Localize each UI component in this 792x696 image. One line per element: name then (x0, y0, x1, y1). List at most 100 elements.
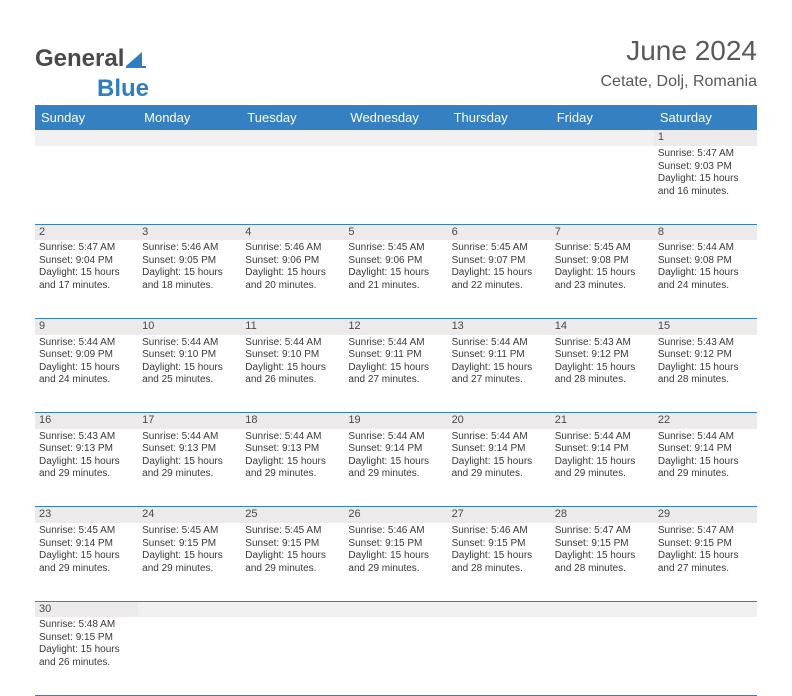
day-cell: Sunrise: 5:47 AMSunset: 9:15 PMDaylight:… (551, 523, 654, 601)
sunrise-line: Sunrise: 5:47 AM (658, 525, 753, 538)
sunrise-line: Sunrise: 5:45 AM (142, 525, 237, 538)
sunset-line: Sunset: 9:15 PM (39, 632, 134, 645)
daynum-row: 2345678 (35, 224, 757, 240)
day-cell: Sunrise: 5:45 AMSunset: 9:07 PMDaylight:… (448, 240, 551, 318)
calendar-header-row: SundayMondayTuesdayWednesdayThursdayFrid… (35, 105, 757, 130)
empty-cell (448, 617, 551, 695)
day-number: 14 (551, 318, 654, 334)
day-cell: Sunrise: 5:44 AMSunset: 9:10 PMDaylight:… (138, 335, 241, 413)
day-cell: Sunrise: 5:45 AMSunset: 9:15 PMDaylight:… (138, 523, 241, 601)
sunrise-line: Sunrise: 5:44 AM (245, 337, 340, 350)
daylight-line: Daylight: 15 hoursand 22 minutes. (452, 267, 547, 292)
sunset-line: Sunset: 9:15 PM (245, 538, 340, 551)
sunset-line: Sunset: 9:06 PM (348, 255, 443, 268)
day-cell: Sunrise: 5:46 AMSunset: 9:15 PMDaylight:… (448, 523, 551, 601)
logo: General Blue (35, 45, 149, 103)
sunrise-line: Sunrise: 5:44 AM (142, 431, 237, 444)
empty-cell (344, 146, 447, 224)
daylight-line: Daylight: 15 hoursand 21 minutes. (348, 267, 443, 292)
daylight-line: Daylight: 15 hoursand 26 minutes. (39, 644, 134, 669)
sunset-line: Sunset: 9:11 PM (452, 349, 547, 362)
day-cell: Sunrise: 5:45 AMSunset: 9:15 PMDaylight:… (241, 523, 344, 601)
day-cell: Sunrise: 5:44 AMSunset: 9:14 PMDaylight:… (344, 429, 447, 507)
daynum-row: 23242526272829 (35, 507, 757, 523)
day-cell: Sunrise: 5:46 AMSunset: 9:15 PMDaylight:… (344, 523, 447, 601)
week-row: Sunrise: 5:45 AMSunset: 9:14 PMDaylight:… (35, 523, 757, 601)
daylight-line: Daylight: 15 hoursand 27 minutes. (452, 362, 547, 387)
day-number: 30 (35, 601, 138, 617)
empty-daynum (138, 130, 241, 146)
sunset-line: Sunset: 9:10 PM (245, 349, 340, 362)
sunrise-line: Sunrise: 5:43 AM (39, 431, 134, 444)
day-number: 11 (241, 318, 344, 334)
day-number: 25 (241, 507, 344, 523)
daynum-row: 1 (35, 130, 757, 146)
day-number: 29 (654, 507, 757, 523)
header-right: June 2024 Cetate, Dolj, Romania (600, 35, 757, 91)
day-number: 19 (344, 413, 447, 429)
day-cell: Sunrise: 5:43 AMSunset: 9:13 PMDaylight:… (35, 429, 138, 507)
day-cell: Sunrise: 5:44 AMSunset: 9:10 PMDaylight:… (241, 335, 344, 413)
empty-daynum (241, 130, 344, 146)
day-number: 27 (448, 507, 551, 523)
daylight-line: Daylight: 15 hoursand 18 minutes. (142, 267, 237, 292)
day-cell: Sunrise: 5:43 AMSunset: 9:12 PMDaylight:… (551, 335, 654, 413)
sunrise-line: Sunrise: 5:44 AM (142, 337, 237, 350)
calendar-header-cell: Saturday (654, 105, 757, 130)
day-cell: Sunrise: 5:45 AMSunset: 9:08 PMDaylight:… (551, 240, 654, 318)
day-number: 28 (551, 507, 654, 523)
sunset-line: Sunset: 9:15 PM (142, 538, 237, 551)
day-number: 9 (35, 318, 138, 334)
day-cell: Sunrise: 5:44 AMSunset: 9:08 PMDaylight:… (654, 240, 757, 318)
week-row: Sunrise: 5:43 AMSunset: 9:13 PMDaylight:… (35, 429, 757, 507)
sunrise-line: Sunrise: 5:44 AM (658, 242, 753, 255)
day-cell: Sunrise: 5:47 AMSunset: 9:15 PMDaylight:… (654, 523, 757, 601)
sunset-line: Sunset: 9:09 PM (39, 349, 134, 362)
sunrise-line: Sunrise: 5:44 AM (348, 337, 443, 350)
sunrise-line: Sunrise: 5:48 AM (39, 619, 134, 632)
day-cell: Sunrise: 5:43 AMSunset: 9:12 PMDaylight:… (654, 335, 757, 413)
sunrise-line: Sunrise: 5:43 AM (658, 337, 753, 350)
day-number: 21 (551, 413, 654, 429)
daylight-line: Daylight: 15 hoursand 27 minutes. (348, 362, 443, 387)
empty-cell (35, 146, 138, 224)
empty-cell (241, 617, 344, 695)
empty-daynum (448, 601, 551, 617)
sunset-line: Sunset: 9:07 PM (452, 255, 547, 268)
daylight-line: Daylight: 15 hoursand 24 minutes. (39, 362, 134, 387)
sunrise-line: Sunrise: 5:47 AM (555, 525, 650, 538)
calendar-header-cell: Monday (138, 105, 241, 130)
day-number: 3 (138, 224, 241, 240)
sunrise-line: Sunrise: 5:46 AM (452, 525, 547, 538)
week-row: Sunrise: 5:48 AMSunset: 9:15 PMDaylight:… (35, 617, 757, 695)
empty-daynum (138, 601, 241, 617)
sunrise-line: Sunrise: 5:45 AM (348, 242, 443, 255)
day-cell: Sunrise: 5:44 AMSunset: 9:14 PMDaylight:… (551, 429, 654, 507)
daylight-line: Daylight: 15 hoursand 29 minutes. (142, 456, 237, 481)
sunset-line: Sunset: 9:06 PM (245, 255, 340, 268)
sunset-line: Sunset: 9:15 PM (555, 538, 650, 551)
daylight-line: Daylight: 15 hoursand 25 minutes. (142, 362, 237, 387)
day-cell: Sunrise: 5:45 AMSunset: 9:14 PMDaylight:… (35, 523, 138, 601)
daylight-line: Daylight: 15 hoursand 29 minutes. (39, 456, 134, 481)
sunrise-line: Sunrise: 5:44 AM (348, 431, 443, 444)
sunset-line: Sunset: 9:12 PM (658, 349, 753, 362)
day-number: 24 (138, 507, 241, 523)
sunrise-line: Sunrise: 5:43 AM (555, 337, 650, 350)
daylight-line: Daylight: 15 hoursand 29 minutes. (452, 456, 547, 481)
empty-daynum (551, 130, 654, 146)
sunrise-line: Sunrise: 5:46 AM (245, 242, 340, 255)
calendar-header-cell: Thursday (448, 105, 551, 130)
sunset-line: Sunset: 9:14 PM (658, 443, 753, 456)
sunset-line: Sunset: 9:15 PM (452, 538, 547, 551)
empty-cell (654, 617, 757, 695)
day-number: 23 (35, 507, 138, 523)
day-cell: Sunrise: 5:44 AMSunset: 9:14 PMDaylight:… (448, 429, 551, 507)
day-cell: Sunrise: 5:44 AMSunset: 9:14 PMDaylight:… (654, 429, 757, 507)
day-number: 7 (551, 224, 654, 240)
sunset-line: Sunset: 9:14 PM (348, 443, 443, 456)
daylight-line: Daylight: 15 hoursand 23 minutes. (555, 267, 650, 292)
empty-daynum (241, 601, 344, 617)
sunset-line: Sunset: 9:04 PM (39, 255, 134, 268)
sunset-line: Sunset: 9:12 PM (555, 349, 650, 362)
